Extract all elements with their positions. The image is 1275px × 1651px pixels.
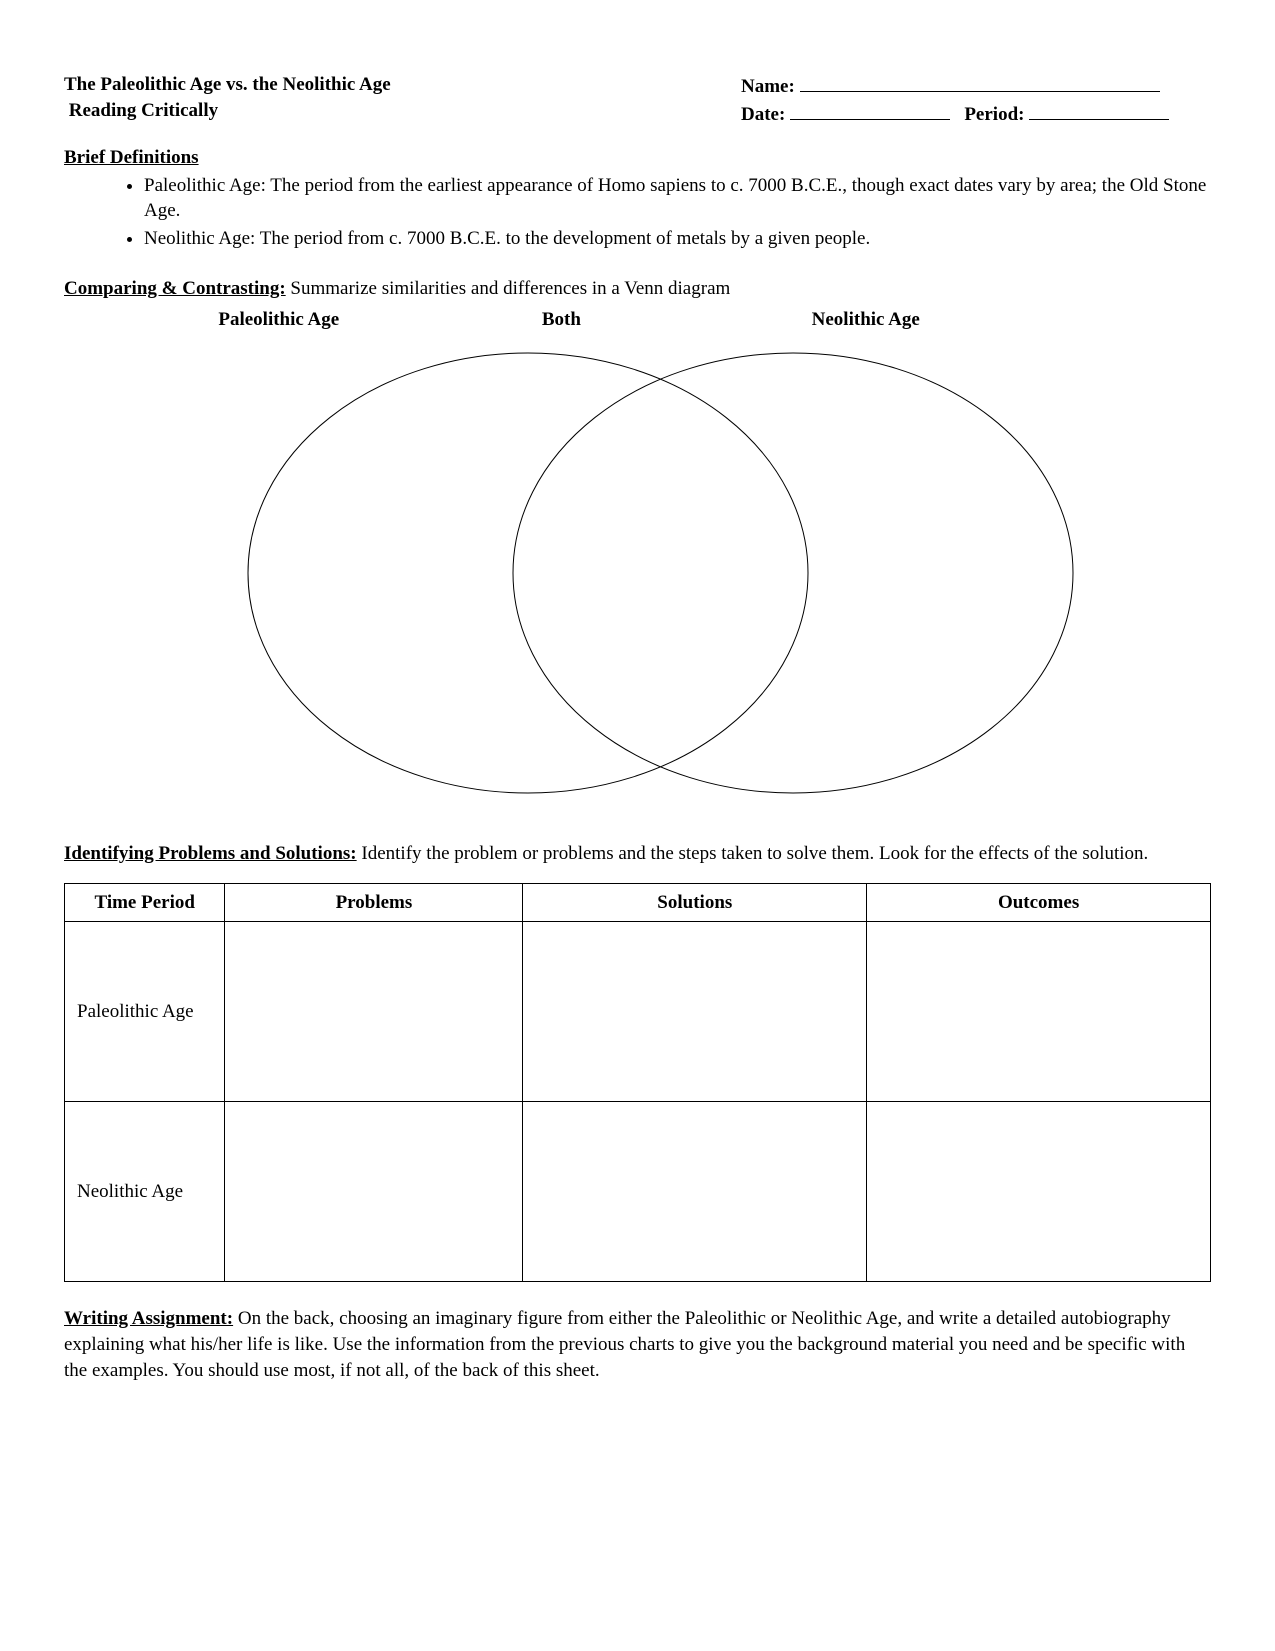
cell-period: Neolithic Age (65, 1102, 225, 1282)
compare-section: Comparing & Contrasting: Summarize simil… (64, 276, 1211, 302)
writing-heading: Writing Assignment: (64, 1308, 233, 1329)
cell-problems[interactable] (225, 1102, 523, 1282)
table-row: Neolithic Age (65, 1102, 1211, 1282)
cell-solutions[interactable] (523, 1102, 867, 1282)
cell-problems[interactable] (225, 922, 523, 1102)
definitions-list: Paleolithic Age: The period from the ear… (144, 173, 1211, 252)
venn-diagram (198, 333, 1078, 813)
venn-right-ellipse (513, 353, 1073, 793)
col-time-period: Time Period (65, 883, 225, 922)
col-outcomes: Outcomes (867, 883, 1211, 922)
col-solutions: Solutions (523, 883, 867, 922)
col-problems: Problems (225, 883, 523, 922)
worksheet-title: The Paleolithic Age vs. the Neolithic Ag… (64, 72, 741, 98)
period-blank[interactable] (1029, 100, 1169, 120)
cell-outcomes[interactable] (867, 922, 1211, 1102)
writing-section: Writing Assignment: On the back, choosin… (64, 1306, 1211, 1383)
cell-solutions[interactable] (523, 922, 867, 1102)
name-blank[interactable] (800, 72, 1160, 92)
compare-heading: Comparing & Contrasting: (64, 278, 286, 299)
name-label: Name: (741, 76, 795, 97)
date-label: Date: (741, 104, 785, 125)
cell-period: Paleolithic Age (65, 922, 225, 1102)
venn-diagram-block: Paleolithic Age Both Neolithic Age (64, 307, 1211, 813)
identify-section: Identifying Problems and Solutions: Iden… (64, 841, 1211, 867)
identify-heading: Identifying Problems and Solutions: (64, 843, 357, 864)
worksheet-subtitle: Reading Critically (64, 98, 741, 124)
cell-outcomes[interactable] (867, 1102, 1211, 1282)
venn-right-label: Neolithic Age (659, 307, 1072, 333)
problems-solutions-table: Time Period Problems Solutions Outcomes … (64, 883, 1211, 1283)
date-blank[interactable] (790, 100, 950, 120)
identify-instruction: Identify the problem or problems and the… (357, 843, 1149, 864)
writing-instruction: On the back, choosing an imaginary figur… (64, 1308, 1185, 1380)
definition-item: Neolithic Age: The period from c. 7000 B… (144, 226, 1211, 252)
worksheet-header: The Paleolithic Age vs. the Neolithic Ag… (64, 72, 1211, 127)
period-label: Period: (964, 104, 1024, 125)
definition-item: Paleolithic Age: The period from the ear… (144, 173, 1211, 224)
venn-left-ellipse (248, 353, 808, 793)
table-row: Paleolithic Age (65, 922, 1211, 1102)
compare-instruction: Summarize similarities and differences i… (286, 278, 731, 299)
venn-center-label: Both (464, 307, 660, 333)
definitions-heading: Brief Definitions (64, 145, 1211, 171)
venn-left-label: Paleolithic Age (94, 307, 464, 333)
